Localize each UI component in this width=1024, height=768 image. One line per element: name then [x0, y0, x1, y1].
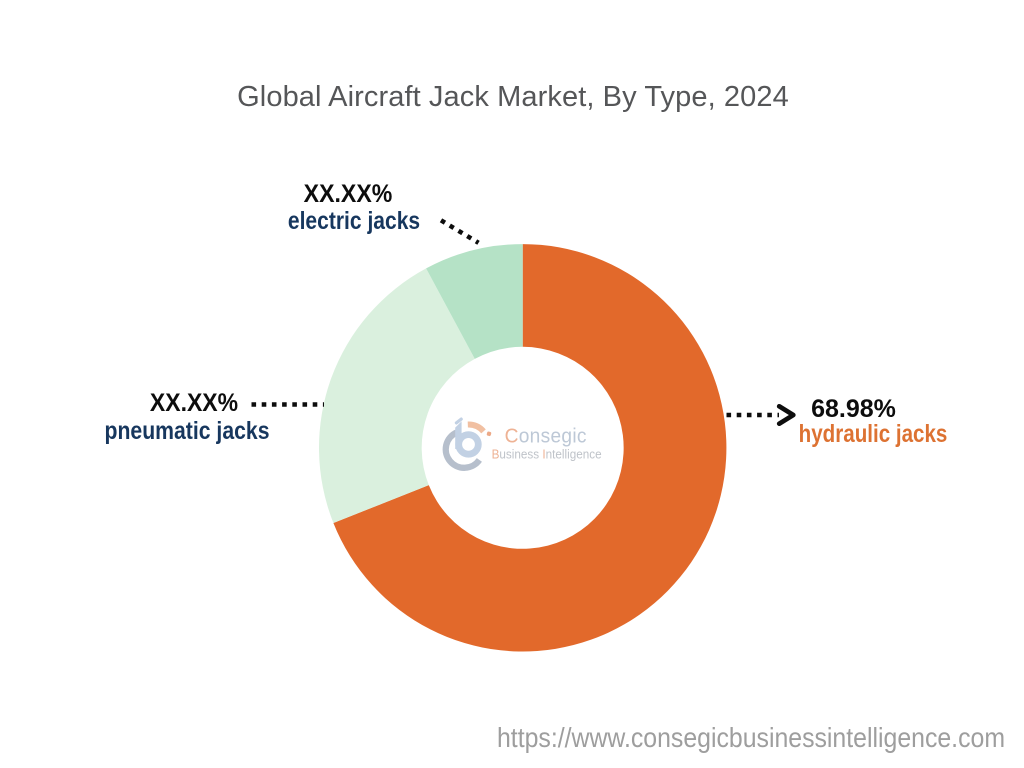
svg-text:​Consegic: ​Consegic — [505, 425, 587, 447]
svg-text:Business Intelligence: Business Intelligence — [492, 447, 602, 461]
